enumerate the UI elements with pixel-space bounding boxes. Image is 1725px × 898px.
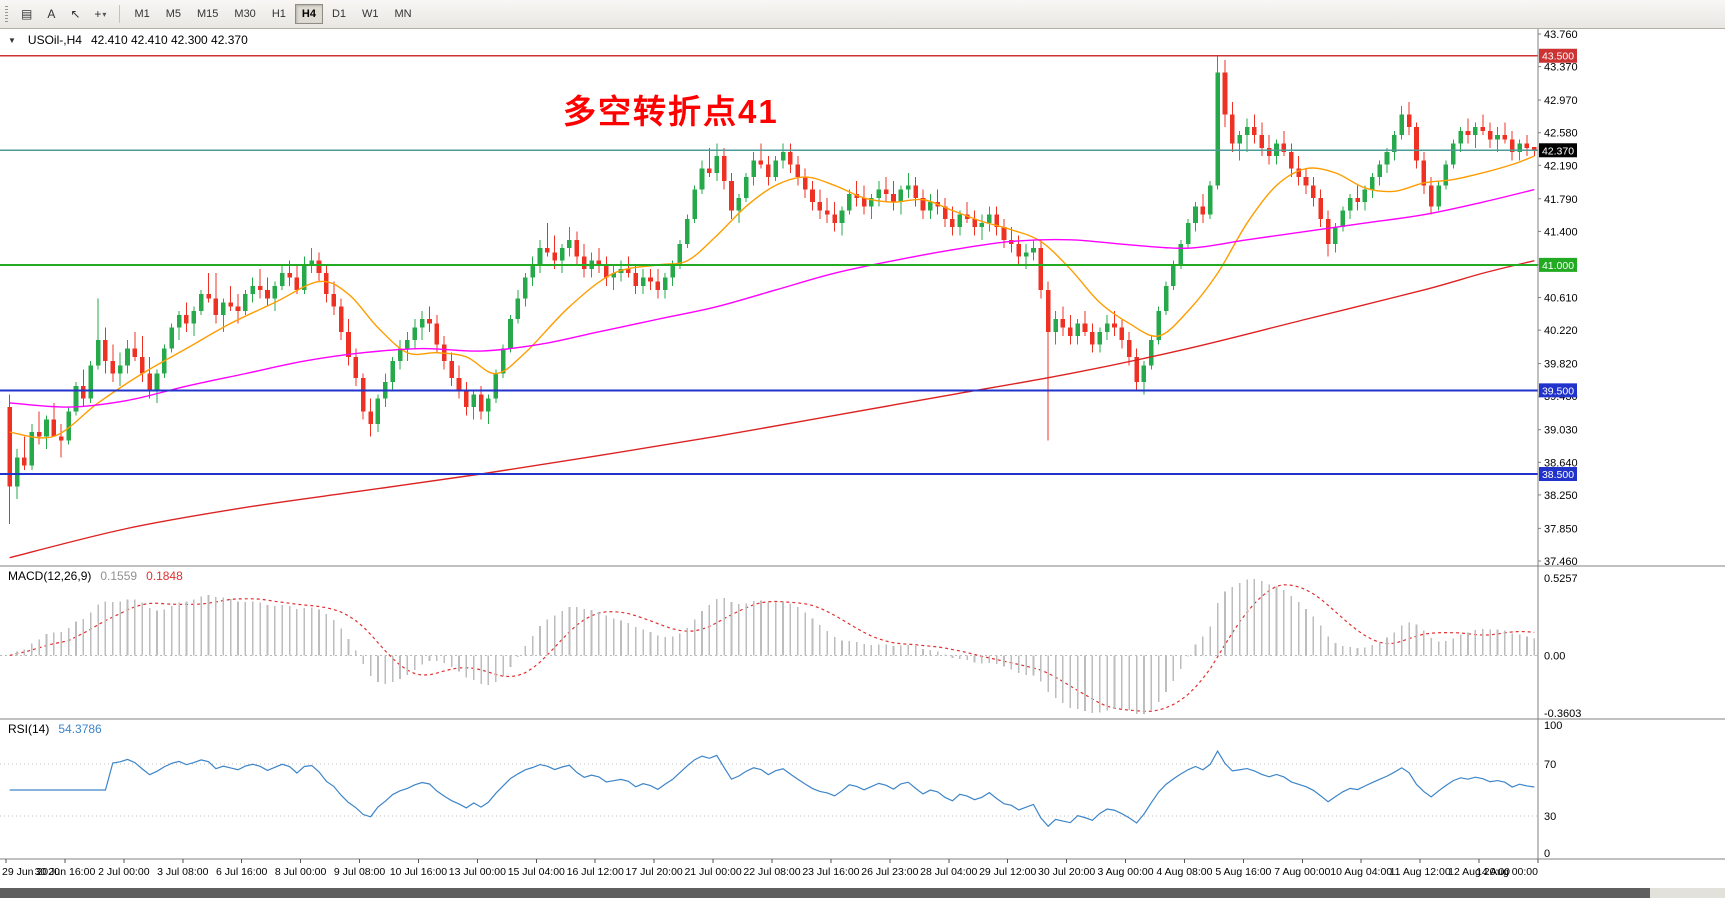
svg-text:22 Jul 08:00: 22 Jul 08:00 (743, 866, 800, 878)
svg-text:42.370: 42.370 (1542, 145, 1574, 157)
svg-text:41.000: 41.000 (1542, 260, 1574, 272)
chart-canvas[interactable]: 43.760 43.370 42.970 42.580 42.190 41.790 41.4… (0, 29, 1725, 898)
svg-text:3 Jul 08:00: 3 Jul 08:00 (157, 866, 209, 878)
macd-histogram (16, 579, 1536, 714)
svg-text:14 Aug 00:00: 14 Aug 00:00 (1476, 866, 1538, 878)
svg-text:29 Jul 12:00: 29 Jul 12:00 (979, 866, 1036, 878)
rsi-line (9, 749, 1535, 828)
svg-text:21 Jul 00:00: 21 Jul 00:00 (684, 866, 741, 878)
chart-background (0, 29, 1725, 898)
svg-text:12 Aug 20:00: 12 Aug 20:00 (1448, 866, 1510, 878)
timeframe-button-w1[interactable]: W1 (355, 4, 386, 24)
timeframe-button-m1[interactable]: M1 (127, 4, 156, 24)
timeframe-button-m5[interactable]: M5 (159, 4, 188, 24)
svg-text:10 Aug 04:00: 10 Aug 04:00 (1330, 866, 1392, 878)
dropdown-caret-icon: ▾ (102, 9, 107, 19)
rsi-axis: 100 70 30 0 (1544, 720, 1562, 860)
svg-text:39.500: 39.500 (1542, 385, 1574, 397)
timeframe-button-group: M1 M5 M15 M30 H1 H4 D1 W1 MN (126, 4, 419, 24)
svg-text:7 Aug 00:00: 7 Aug 00:00 (1274, 866, 1330, 878)
timeframe-button-h1[interactable]: H1 (265, 4, 293, 24)
price-badge-41.000 (1539, 257, 1577, 272)
timeframe-button-d1[interactable]: D1 (325, 4, 353, 24)
svg-text:11 Aug 12:00: 11 Aug 12:00 (1390, 866, 1451, 878)
svg-text:3 Aug 00:00: 3 Aug 00:00 (1098, 866, 1154, 878)
svg-text:42.970: 42.970 (1544, 95, 1578, 107)
svg-text:40.220: 40.220 (1544, 325, 1578, 337)
svg-text:4 Aug 08:00: 4 Aug 08:00 (1156, 866, 1212, 878)
svg-text:70: 70 (1544, 759, 1556, 771)
rsi-pane (0, 749, 1538, 828)
price-badge-38.500 (1539, 467, 1577, 482)
macd-signal-line (9, 584, 1535, 712)
timeframe-button-mn[interactable]: MN (388, 4, 419, 24)
price-badge-43.500 (1539, 48, 1577, 63)
ma-mid-line (9, 188, 1535, 408)
svg-text:38.250: 38.250 (1544, 490, 1578, 502)
svg-text:41.400: 41.400 (1544, 226, 1578, 238)
ma-fast-line (9, 155, 1535, 439)
svg-text:0.00: 0.00 (1544, 650, 1565, 662)
svg-text:28 Jul 04:00: 28 Jul 04:00 (920, 866, 977, 878)
svg-text:29 Jun 2020: 29 Jun 2020 (2, 866, 60, 878)
price-axis[interactable]: 43.760 43.370 42.970 42.580 42.190 41.790 41.4… (1538, 29, 1578, 568)
chart-window: 43.760 43.370 42.970 42.580 42.190 41.790 41.4… (0, 29, 1725, 898)
svg-text:6 Jul 16:00: 6 Jul 16:00 (216, 866, 268, 878)
cursor-tool-button[interactable]: A (39, 3, 63, 25)
svg-text:43.370: 43.370 (1544, 62, 1578, 74)
toolbar-separator (119, 5, 121, 23)
main-toolbar: ▤ A ↖ + ▾ M1 M5 M15 M30 H1 H4 D1 W1 MN (0, 0, 1725, 29)
timeframe-button-m30[interactable]: M30 (227, 4, 262, 24)
ma-slow-line (9, 260, 1535, 559)
scrollbar-thumb[interactable] (0, 888, 1650, 898)
svg-text:10 Jul 16:00: 10 Jul 16:00 (390, 866, 447, 878)
svg-text:37.850: 37.850 (1544, 523, 1578, 535)
tool-button-group: ▤ A ↖ + ▾ (14, 3, 113, 25)
svg-text:30 Jun 16:00: 30 Jun 16:00 (35, 866, 96, 878)
candlestick-series (7, 55, 1537, 525)
timeframe-button-h4[interactable]: H4 (294, 4, 323, 24)
macd-pane (0, 584, 1538, 712)
svg-text:30 Jul 20:00: 30 Jul 20:00 (1038, 866, 1095, 878)
svg-text:2 Jul 00:00: 2 Jul 00:00 (98, 866, 150, 878)
svg-text:30: 30 (1544, 811, 1556, 823)
svg-text:0: 0 (1544, 848, 1550, 860)
svg-text:9 Jul 08:00: 9 Jul 08:00 (334, 866, 386, 878)
svg-text:40.610: 40.610 (1544, 293, 1578, 305)
svg-text:42.580: 42.580 (1544, 128, 1578, 140)
svg-text:16 Jul 12:00: 16 Jul 12:00 (567, 866, 624, 878)
svg-text:100: 100 (1544, 720, 1562, 732)
svg-text:38.500: 38.500 (1542, 469, 1574, 481)
svg-text:43.500: 43.500 (1542, 51, 1574, 63)
svg-text:8 Jul 00:00: 8 Jul 00:00 (275, 866, 327, 878)
crosshair-tool-button[interactable]: + ▾ (87, 3, 113, 25)
svg-text:17 Jul 20:00: 17 Jul 20:00 (626, 866, 683, 878)
svg-text:5 Aug 16:00: 5 Aug 16:00 (1215, 866, 1271, 878)
svg-text:-0.3603: -0.3603 (1544, 708, 1581, 720)
svg-text:39.030: 39.030 (1544, 425, 1578, 437)
svg-text:42.190: 42.190 (1544, 160, 1578, 172)
current-price-badge (1539, 143, 1577, 158)
price-badge-39.500 (1539, 383, 1577, 398)
svg-text:26 Jul 23:00: 26 Jul 23:00 (861, 866, 918, 878)
svg-text:38.640: 38.640 (1544, 457, 1578, 469)
svg-text:41.790: 41.790 (1544, 194, 1578, 206)
svg-text:13 Jul 00:00: 13 Jul 00:00 (449, 866, 506, 878)
svg-text:43.760: 43.760 (1544, 29, 1578, 41)
svg-text:39.820: 39.820 (1544, 359, 1578, 371)
svg-text:37.460: 37.460 (1544, 556, 1578, 568)
timeframe-button-m15[interactable]: M15 (190, 4, 225, 24)
pointer-tool-button[interactable]: ↖ (63, 3, 87, 25)
toolbar-drag-handle[interactable] (5, 6, 8, 22)
svg-text:0.5257: 0.5257 (1544, 573, 1578, 585)
svg-text:15 Jul 04:00: 15 Jul 04:00 (508, 866, 565, 878)
svg-text:23 Jul 16:00: 23 Jul 16:00 (802, 866, 859, 878)
charts-menu-button[interactable]: ▤ (14, 3, 39, 25)
macd-axis: 0.5257 0.00 -0.3603 (1544, 573, 1581, 720)
